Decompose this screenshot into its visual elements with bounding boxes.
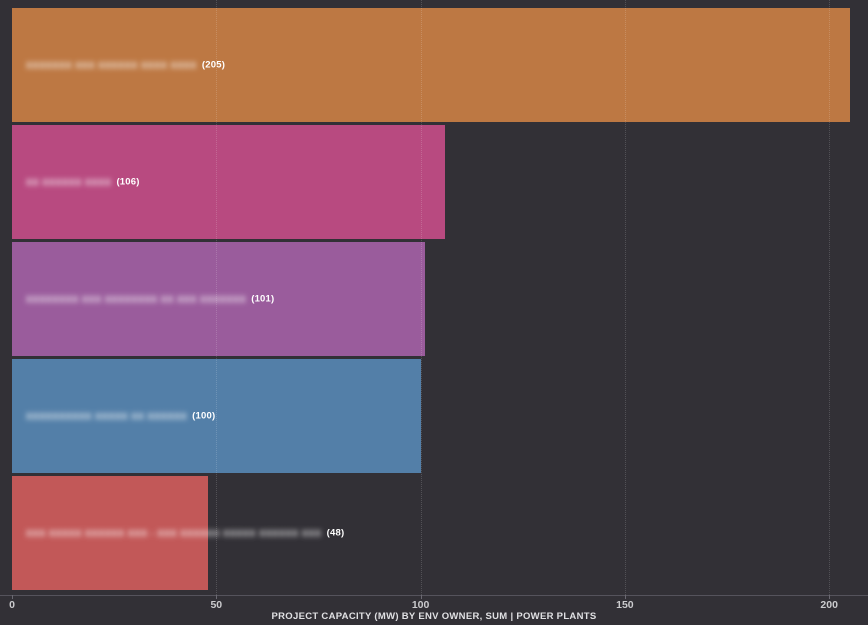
bar-env-owner-2[interactable]: XXXXXXXX XXX XXXXXXXX XX XXX XXXXXXX (101… bbox=[12, 242, 425, 356]
bar-label: XXXXXXXX XXX XXXXXXXX XX XXX XXXXXXX (101… bbox=[26, 294, 274, 305]
plot-area: XXXXXXX XXX XXXXXX XXXX XXXX (205) XX XXXX… bbox=[12, 0, 868, 595]
bar-label: XXXXXXXXXX XXXXX XX XXXXXX (100) bbox=[26, 411, 215, 422]
bar-env-owner-4[interactable]: XXX XXXXX XXXXXX XXX - XXX XXXXXX XXXXX … bbox=[12, 476, 344, 590]
redacted-owner-name: XXX XXXXX XXXXXX XXX - XXX XXXXXX XXXXX … bbox=[26, 528, 322, 538]
x-tick-label-150: 150 bbox=[616, 599, 634, 611]
x-axis: 0 50 100 150 200 bbox=[9, 0, 868, 625]
x-tick-mark-200 bbox=[829, 595, 831, 599]
bar-value-label: (100) bbox=[192, 410, 216, 422]
x-tick-label-50: 50 bbox=[210, 599, 223, 611]
x-tick-mark-0 bbox=[12, 595, 13, 599]
redacted-owner-name: XXXXXXXX XXX XXXXXXXX XX XXX XXXXXXX bbox=[26, 294, 247, 304]
bar-value-label: (106) bbox=[116, 176, 140, 188]
x-tick-label-0: 0 bbox=[9, 599, 15, 611]
bar-label: XX XXXXXX XXXX (106) bbox=[26, 177, 140, 188]
bar-env-owner-0[interactable]: XXXXXXX XXX XXXXXX XXXX XXXX (205) bbox=[12, 8, 850, 122]
redacted-owner-name: XX XXXXXX XXXX bbox=[26, 177, 112, 187]
bar-label: XXXXXXX XXX XXXXXX XXXX XXXX (205) bbox=[26, 60, 225, 71]
x-axis-title: PROJECT CAPACITY (MW) BY ENV OWNER, SUM … bbox=[271, 611, 597, 622]
bar-label: XXX XXXXX XXXXXX XXX - XXX XXXXXX XXXXX … bbox=[26, 528, 344, 539]
x-tick-mark-100 bbox=[420, 595, 422, 599]
bar-env-owner-3[interactable]: XXXXXXXXXX XXXXX XX XXXXXX (100) bbox=[12, 359, 421, 473]
bar-value-label: (101) bbox=[251, 293, 275, 305]
x-tick-mark-150 bbox=[624, 595, 626, 599]
x-tick-label-200: 200 bbox=[820, 599, 838, 611]
x-tick-mark-50 bbox=[216, 595, 218, 599]
redacted-owner-name: XXXXXXX XXX XXXXXX XXXX XXXX bbox=[26, 60, 197, 70]
bar-value-label: (205) bbox=[201, 59, 226, 71]
x-tick-label-100: 100 bbox=[411, 599, 430, 611]
bar-env-owner-1[interactable]: XX XXXXXX XXXX (106) bbox=[12, 125, 446, 239]
bar-value-label: (48) bbox=[326, 527, 345, 539]
redacted-owner-name: XXXXXXXXXX XXXXX XX XXXXXX bbox=[26, 411, 188, 421]
x-axis-line bbox=[0, 595, 868, 596]
